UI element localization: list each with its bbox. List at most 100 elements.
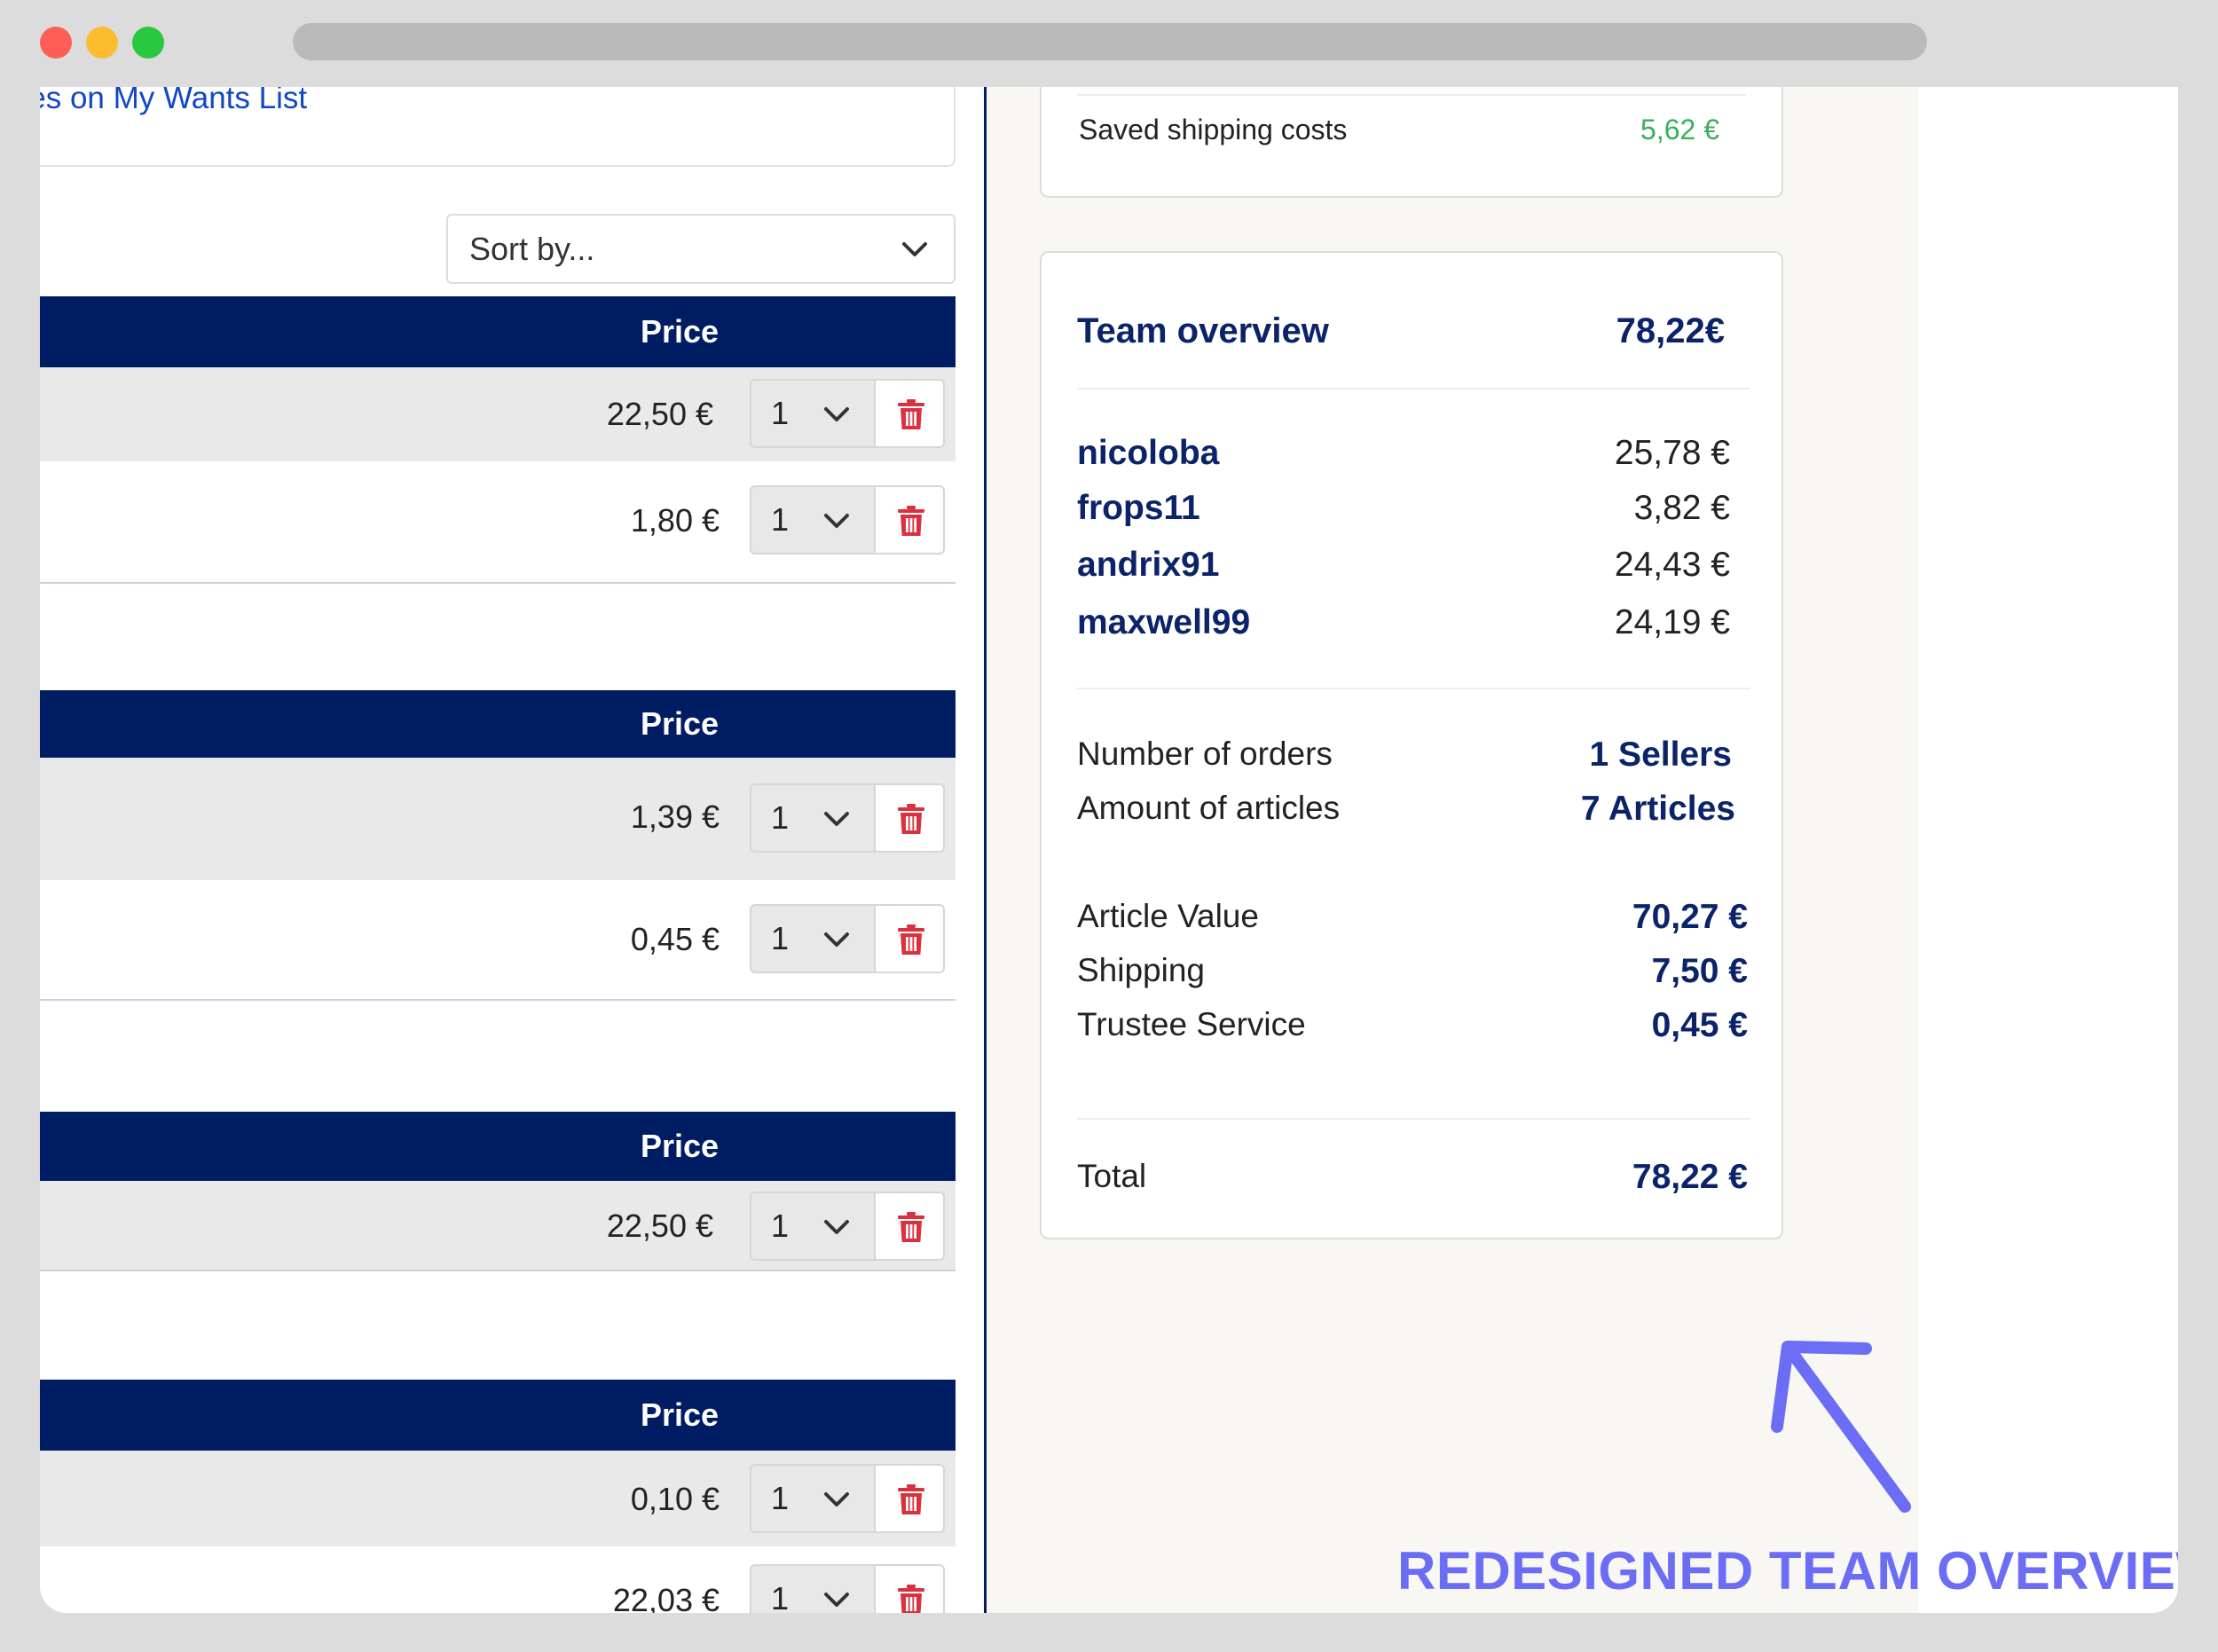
saved-shipping-card: Saved shipping costs 5,62 € (1040, 87, 1783, 198)
price-header-label: Price (641, 705, 720, 742)
quantity-select[interactable]: 1 (750, 783, 874, 853)
chevron-down-icon (821, 398, 853, 430)
shipping-label: Shipping (1077, 952, 1206, 988)
price-column-header: Price (40, 1380, 956, 1451)
page-viewport: cles on My Wants List Sort by... Price 2… (40, 87, 2178, 1613)
table-row: 22,50 € 1 (40, 1181, 956, 1271)
card-separator (1077, 1118, 1750, 1120)
price-header-label: Price (641, 313, 720, 350)
chevron-down-icon (821, 1584, 853, 1613)
quantity-select[interactable]: 1 (750, 485, 874, 555)
trash-icon (898, 804, 924, 834)
seller-link-frops11[interactable]: frops11 (1077, 489, 1200, 527)
seller-amount: 3,82 € (1633, 489, 1730, 527)
minimize-window-button[interactable] (86, 27, 118, 59)
remove-article-button[interactable] (874, 1464, 945, 1533)
table-row: 22,03 € 1 (40, 1546, 956, 1613)
chevron-down-icon (821, 1483, 853, 1515)
column-divider (984, 87, 987, 1613)
chevron-down-icon (821, 803, 853, 835)
articles-label: Amount of articles (1077, 790, 1341, 826)
team-overview-total: 78,22€ (1616, 311, 1725, 350)
grand-total-amount: 78,22 € (1632, 1158, 1748, 1196)
grand-total-label: Total (1077, 1158, 1147, 1194)
wants-list-box: cles on My Wants List (40, 87, 956, 167)
chevron-down-icon (821, 1211, 853, 1243)
table-row: 1,39 € 1 (40, 758, 956, 880)
team-overview-card: Team overview 78,22€ nicoloba 25,78 € fr… (1040, 251, 1783, 1239)
table-row: 1,80 € 1 (40, 461, 956, 584)
trustee-amount: 0,45 € (1651, 1006, 1748, 1044)
remove-article-button[interactable] (874, 904, 945, 973)
quantity-select[interactable]: 1 (750, 1564, 874, 1613)
arrow-icon (1771, 1341, 1911, 1513)
maximize-window-button[interactable] (132, 27, 164, 59)
quantity-select[interactable]: 1 (750, 1464, 874, 1533)
wants-list-link[interactable]: cles on My Wants List (40, 87, 308, 115)
remove-article-button[interactable] (874, 485, 945, 555)
table-row: 0,45 € 1 (40, 880, 956, 1001)
seller-amount: 24,43 € (1614, 546, 1730, 584)
chevron-down-icon (821, 924, 853, 956)
chevron-down-icon (899, 233, 931, 265)
trash-icon (898, 506, 924, 536)
article-value-amount: 70,27 € (1632, 898, 1748, 936)
close-window-button[interactable] (40, 27, 72, 59)
seller-link-andrix91[interactable]: andrix91 (1077, 546, 1220, 584)
card-separator (1077, 688, 1750, 689)
saved-shipping-value: 5,62 € (1640, 114, 1719, 146)
team-overview-title: Team overview (1077, 311, 1329, 350)
row-price: 1,80 € (630, 502, 720, 539)
quantity-value: 1 (771, 920, 790, 956)
price-header-label: Price (641, 1128, 720, 1164)
table-row: 0,10 € 1 (40, 1451, 956, 1546)
annotation-label: REDESIGNED TEAM OVERVIEW (1397, 1541, 2178, 1601)
quantity-select[interactable]: 1 (750, 1192, 874, 1261)
sort-select[interactable]: Sort by... (446, 214, 956, 284)
trash-icon (898, 1585, 924, 1613)
trash-icon (898, 1212, 924, 1242)
price-column-header: Price (40, 1112, 956, 1181)
row-price: 0,45 € (630, 921, 720, 957)
sort-select-label: Sort by... (469, 231, 595, 267)
remove-article-button[interactable] (874, 1564, 945, 1613)
article-value-label: Article Value (1077, 898, 1259, 934)
seller-link-nicoloba[interactable]: nicoloba (1077, 434, 1220, 472)
quantity-value: 1 (771, 799, 790, 836)
table-row: 22,50 € 1 (40, 367, 956, 461)
row-price: 22,03 € (612, 1582, 720, 1613)
trash-icon (898, 399, 924, 429)
price-column-header: Price (40, 690, 956, 758)
trash-icon (898, 1484, 924, 1514)
saved-shipping-label: Saved shipping costs (1079, 114, 1348, 146)
shipping-amount: 7,50 € (1651, 952, 1748, 990)
trustee-label: Trustee Service (1077, 1006, 1306, 1042)
price-header-label: Price (641, 1396, 720, 1433)
row-price: 0,10 € (630, 1481, 720, 1517)
seller-amount: 24,19 € (1614, 603, 1730, 641)
row-price: 22,50 € (606, 1208, 713, 1244)
quantity-select[interactable]: 1 (750, 379, 874, 448)
chevron-down-icon (821, 505, 853, 537)
trash-icon (898, 924, 924, 955)
quantity-value: 1 (771, 1208, 790, 1244)
row-price: 1,39 € (630, 798, 720, 835)
address-bar[interactable] (293, 23, 1927, 60)
remove-article-button[interactable] (874, 783, 945, 853)
quantity-value: 1 (771, 1580, 790, 1613)
articles-value: 7 Articles (1580, 790, 1735, 828)
seller-amount: 25,78 € (1614, 434, 1730, 472)
quantity-select[interactable]: 1 (750, 904, 874, 973)
orders-value: 1 Sellers (1589, 736, 1732, 774)
orders-label: Number of orders (1077, 736, 1333, 772)
card-separator (1077, 388, 1750, 389)
row-price: 22,50 € (606, 396, 713, 432)
quantity-value: 1 (771, 1480, 790, 1516)
price-column-header: Price (40, 296, 956, 367)
remove-article-button[interactable] (874, 1192, 945, 1261)
card-separator (1077, 94, 1746, 96)
quantity-value: 1 (771, 395, 790, 431)
remove-article-button[interactable] (874, 379, 945, 448)
seller-link-maxwell99[interactable]: maxwell99 (1077, 603, 1251, 641)
